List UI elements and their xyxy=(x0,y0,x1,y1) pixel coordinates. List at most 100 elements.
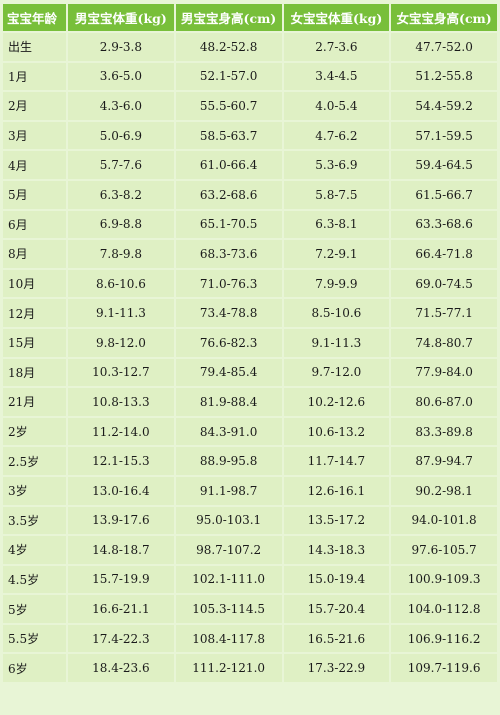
cell-girl-weight: 6.3-8.1 xyxy=(283,210,390,239)
cell-boy-weight: 9.8-12.0 xyxy=(68,328,174,357)
table-row: 8月 7.8-9.8 68.3-73.6 7.2-9.1 66.4-71.8 xyxy=(3,240,497,268)
table-row: 12月 9.1-11.3 73.4-78.8 8.5-10.6 71.5-77.1 xyxy=(3,299,497,327)
table-row: 3岁 13.0-16.4 91.1-98.7 12.6-16.1 90.2-98.1 xyxy=(3,476,497,505)
cell-age: 1月 xyxy=(3,62,67,91)
cell-boy-weight: 9.1-11.3 xyxy=(68,299,174,327)
cell-boy-height: 79.4-85.4 xyxy=(175,358,282,387)
growth-chart-table: 宝宝年龄 男宝宝体重(kg) 男宝宝身高(cm) 女宝宝体重(kg) 女宝宝身高… xyxy=(1,2,499,684)
table-row: 3月 5.0-6.9 58.5-63.7 4.7-6.2 57.1-59.5 xyxy=(3,121,497,150)
cell-girl-weight: 9.1-11.3 xyxy=(283,328,390,357)
cell-girl-weight: 9.7-12.0 xyxy=(283,358,390,387)
table-row: 6月 6.9-8.8 65.1-70.5 6.3-8.1 63.3-68.6 xyxy=(3,210,497,239)
header-girl-weight: 女宝宝体重(kg) xyxy=(283,4,390,31)
cell-boy-height: 61.0-66.4 xyxy=(175,151,282,179)
cell-boy-weight: 7.8-9.8 xyxy=(68,240,174,268)
cell-girl-weight: 7.9-9.9 xyxy=(283,269,390,298)
cell-boy-weight: 10.3-12.7 xyxy=(68,358,174,387)
cell-girl-weight: 15.0-19.4 xyxy=(283,565,390,594)
cell-girl-weight: 5.3-6.9 xyxy=(283,151,390,179)
cell-boy-weight: 18.4-23.6 xyxy=(68,654,174,683)
cell-boy-weight: 17.4-22.3 xyxy=(68,624,174,653)
cell-boy-height: 73.4-78.8 xyxy=(175,299,282,327)
cell-girl-weight: 4.0-5.4 xyxy=(283,92,390,120)
cell-age: 12月 xyxy=(3,299,67,327)
cell-age: 5岁 xyxy=(3,595,67,623)
cell-boy-height: 105.3-114.5 xyxy=(175,595,282,623)
table-row: 2月 4.3-6.0 55.5-60.7 4.0-5.4 54.4-59.2 xyxy=(3,92,497,120)
cell-girl-height: 80.6-87.0 xyxy=(391,388,497,416)
cell-boy-weight: 8.6-10.6 xyxy=(68,269,174,298)
cell-boy-height: 98.7-107.2 xyxy=(175,536,282,564)
cell-age: 4月 xyxy=(3,151,67,179)
cell-age: 3.5岁 xyxy=(3,506,67,535)
cell-boy-height: 108.4-117.8 xyxy=(175,624,282,653)
cell-girl-weight: 17.3-22.9 xyxy=(283,654,390,683)
cell-girl-weight: 13.5-17.2 xyxy=(283,506,390,535)
cell-girl-height: 106.9-116.2 xyxy=(391,624,497,653)
cell-girl-height: 57.1-59.5 xyxy=(391,121,497,150)
cell-boy-weight: 6.3-8.2 xyxy=(68,180,174,209)
header-age: 宝宝年龄 xyxy=(3,4,67,31)
cell-girl-weight: 7.2-9.1 xyxy=(283,240,390,268)
cell-age: 21月 xyxy=(3,388,67,416)
table-row: 5.5岁 17.4-22.3 108.4-117.8 16.5-21.6 106.9-1… xyxy=(3,624,497,653)
cell-boy-height: 48.2-52.8 xyxy=(175,33,282,61)
cell-age: 5.5岁 xyxy=(3,624,67,653)
cell-boy-height: 71.0-76.3 xyxy=(175,269,282,298)
cell-girl-height: 51.2-55.8 xyxy=(391,62,497,91)
cell-age: 4.5岁 xyxy=(3,565,67,594)
cell-age: 出生 xyxy=(3,33,67,61)
table-row: 6岁 18.4-23.6 111.2-121.0 17.3-22.9 109.7-119… xyxy=(3,654,497,683)
cell-boy-height: 88.9-95.8 xyxy=(175,447,282,475)
table-row: 5月 6.3-8.2 63.2-68.6 5.8-7.5 61.5-66.7 xyxy=(3,180,497,209)
cell-girl-height: 100.9-109.3 xyxy=(391,565,497,594)
header-girl-height: 女宝宝身高(cm) xyxy=(391,4,497,31)
cell-boy-height: 63.2-68.6 xyxy=(175,180,282,209)
table-header: 宝宝年龄 男宝宝体重(kg) 男宝宝身高(cm) 女宝宝体重(kg) 女宝宝身高… xyxy=(3,4,497,31)
cell-boy-weight: 4.3-6.0 xyxy=(68,92,174,120)
cell-girl-weight: 8.5-10.6 xyxy=(283,299,390,327)
cell-girl-height: 63.3-68.6 xyxy=(391,210,497,239)
cell-boy-height: 95.0-103.1 xyxy=(175,506,282,535)
cell-age: 4岁 xyxy=(3,536,67,564)
cell-girl-weight: 11.7-14.7 xyxy=(283,447,390,475)
cell-age: 6月 xyxy=(3,210,67,239)
cell-boy-height: 91.1-98.7 xyxy=(175,476,282,505)
table-row: 21月 10.8-13.3 81.9-88.4 10.2-12.6 80.6-87.0 xyxy=(3,388,497,416)
cell-boy-weight: 5.7-7.6 xyxy=(68,151,174,179)
cell-girl-height: 69.0-74.5 xyxy=(391,269,497,298)
table-row: 1月 3.6-5.0 52.1-57.0 3.4-4.5 51.2-55.8 xyxy=(3,62,497,91)
cell-boy-height: 81.9-88.4 xyxy=(175,388,282,416)
cell-boy-height: 76.6-82.3 xyxy=(175,328,282,357)
cell-girl-height: 87.9-94.7 xyxy=(391,447,497,475)
cell-girl-weight: 10.6-13.2 xyxy=(283,417,390,446)
cell-age: 2岁 xyxy=(3,417,67,446)
table-row: 3.5岁 13.9-17.6 95.0-103.1 13.5-17.2 94.0-101… xyxy=(3,506,497,535)
cell-girl-weight: 10.2-12.6 xyxy=(283,388,390,416)
cell-age: 6岁 xyxy=(3,654,67,683)
table-row: 出生 2.9-3.8 48.2-52.8 2.7-3.6 47.7-52.0 xyxy=(3,33,497,61)
table-row: 4.5岁 15.7-19.9 102.1-111.0 15.0-19.4 100.9-1… xyxy=(3,565,497,594)
cell-boy-weight: 13.9-17.6 xyxy=(68,506,174,535)
cell-boy-height: 68.3-73.6 xyxy=(175,240,282,268)
cell-girl-height: 47.7-52.0 xyxy=(391,33,497,61)
cell-age: 5月 xyxy=(3,180,67,209)
table-row: 2.5岁 12.1-15.3 88.9-95.8 11.7-14.7 87.9-94.7 xyxy=(3,447,497,475)
cell-girl-height: 66.4-71.8 xyxy=(391,240,497,268)
cell-girl-weight: 2.7-3.6 xyxy=(283,33,390,61)
cell-girl-height: 74.8-80.7 xyxy=(391,328,497,357)
cell-girl-height: 59.4-64.5 xyxy=(391,151,497,179)
cell-girl-weight: 16.5-21.6 xyxy=(283,624,390,653)
cell-girl-weight: 14.3-18.3 xyxy=(283,536,390,564)
table-row: 4岁 14.8-18.7 98.7-107.2 14.3-18.3 97.6-105.7 xyxy=(3,536,497,564)
table-row: 2岁 11.2-14.0 84.3-91.0 10.6-13.2 83.3-89.8 xyxy=(3,417,497,446)
cell-boy-weight: 10.8-13.3 xyxy=(68,388,174,416)
table-row: 10月 8.6-10.6 71.0-76.3 7.9-9.9 69.0-74.5 xyxy=(3,269,497,298)
cell-girl-height: 109.7-119.6 xyxy=(391,654,497,683)
cell-boy-height: 65.1-70.5 xyxy=(175,210,282,239)
cell-boy-height: 102.1-111.0 xyxy=(175,565,282,594)
cell-boy-height: 52.1-57.0 xyxy=(175,62,282,91)
cell-girl-height: 90.2-98.1 xyxy=(391,476,497,505)
table-row: 15月 9.8-12.0 76.6-82.3 9.1-11.3 74.8-80.7 xyxy=(3,328,497,357)
